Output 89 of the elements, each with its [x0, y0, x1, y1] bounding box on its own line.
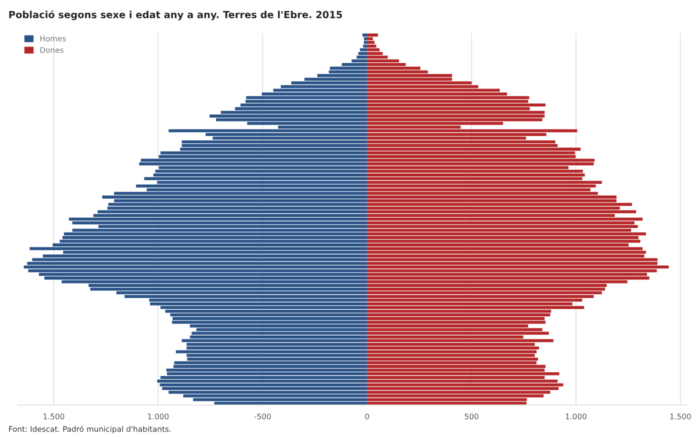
bar: [367, 346, 540, 350]
bar: [367, 364, 546, 368]
bar: [367, 140, 556, 144]
bar: [160, 376, 368, 379]
bar: [367, 218, 643, 221]
bar: [367, 210, 636, 214]
bar: [160, 151, 368, 154]
bar: [367, 240, 640, 243]
bar: [144, 177, 368, 180]
bar: [140, 158, 368, 162]
bar: [364, 37, 368, 40]
bar: [367, 96, 530, 100]
bar: [367, 402, 526, 405]
bar: [172, 320, 368, 324]
bar: [90, 288, 368, 291]
bar: [367, 34, 378, 37]
bar: [367, 291, 602, 294]
bar: [108, 202, 368, 206]
bar: [367, 158, 595, 162]
bar: [246, 96, 368, 100]
bar: [166, 368, 368, 372]
bar: [363, 44, 368, 48]
bar: [367, 332, 549, 335]
bar: [160, 383, 368, 386]
bar: [367, 118, 542, 122]
bar: [182, 144, 368, 148]
bar: [367, 40, 375, 44]
bar: [367, 44, 376, 48]
bar: [362, 34, 368, 37]
bar: [367, 162, 594, 166]
bar: [367, 358, 538, 361]
bar: [367, 372, 560, 376]
bar: [367, 180, 602, 184]
bar: [367, 247, 643, 250]
bar: [367, 232, 646, 236]
bar: [367, 387, 559, 390]
bar: [367, 170, 583, 173]
bar: [364, 40, 368, 44]
bar: [72, 221, 368, 224]
bar: [367, 196, 617, 199]
bar: [150, 302, 368, 306]
bar: [192, 332, 368, 335]
bar: [210, 114, 368, 118]
bar: [367, 74, 452, 78]
bar: [367, 306, 584, 310]
bar: [367, 354, 535, 357]
bar: [155, 170, 368, 173]
bar: [367, 339, 554, 342]
bar: [367, 250, 646, 254]
bar: [68, 218, 368, 221]
bar: [182, 140, 368, 144]
bar: [157, 380, 368, 383]
bar: [30, 247, 368, 250]
bar: [367, 148, 581, 151]
bar: [174, 361, 368, 364]
bar: [367, 276, 650, 280]
bar: [358, 52, 368, 55]
bar: [330, 66, 368, 70]
bar: [367, 383, 564, 386]
bar: [27, 262, 368, 265]
bar: [367, 173, 585, 176]
bar: [182, 339, 368, 342]
bar: [176, 350, 368, 354]
bar: [168, 129, 368, 132]
bar: [367, 110, 545, 114]
bar: [139, 162, 368, 166]
bar: [24, 266, 368, 269]
bar: [367, 288, 606, 291]
bar: [367, 104, 546, 107]
bar: [162, 387, 368, 390]
bar: [367, 202, 632, 206]
bar: [367, 114, 545, 118]
bar: [102, 196, 368, 199]
bar: [367, 320, 546, 324]
bar: [98, 210, 368, 214]
bar: [367, 266, 669, 269]
bar: [360, 48, 368, 52]
chart-title: Població segons sexe i edat any a any. Terres de l'Ebre. 2015: [9, 10, 342, 20]
bar: [136, 184, 368, 188]
bar: [367, 313, 550, 316]
bar: [62, 236, 368, 240]
bar: [367, 48, 380, 52]
bar: [367, 225, 638, 228]
bar: [367, 258, 658, 262]
bar: [64, 232, 368, 236]
bar: [172, 317, 368, 320]
bar: [28, 269, 368, 272]
bar: [367, 129, 578, 132]
bar: [367, 350, 536, 354]
